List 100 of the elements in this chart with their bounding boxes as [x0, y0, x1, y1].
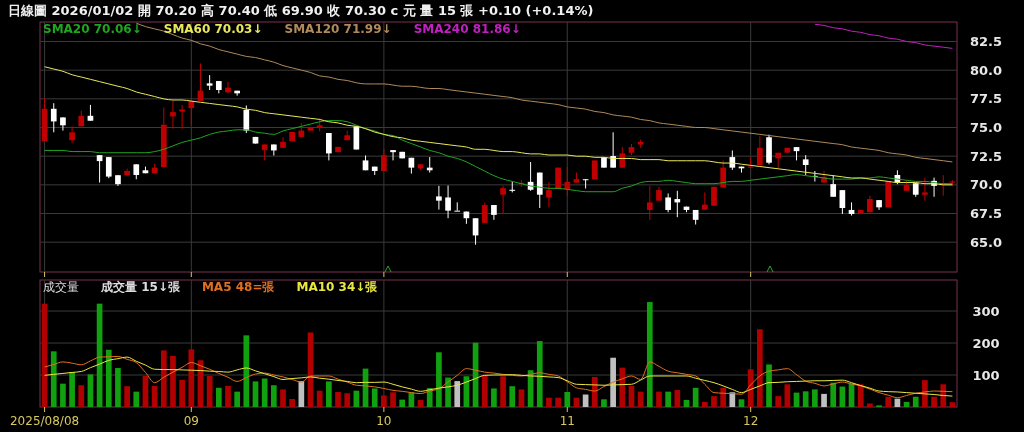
- y-tick-label: 80.0: [969, 62, 1003, 78]
- y-tick-label: 67.5: [969, 206, 1003, 222]
- bar: [518, 389, 525, 407]
- y-tick-label: 70.0: [969, 177, 1003, 193]
- text: SMA60 70.03↓: [163, 22, 263, 36]
- candlestick: [280, 136, 286, 149]
- bar: [289, 399, 296, 407]
- bar: [940, 384, 947, 407]
- bar: [243, 335, 250, 407]
- x-tick-label: 12: [743, 414, 759, 428]
- bar: [454, 381, 461, 407]
- candlestick: [564, 166, 571, 197]
- bar: [60, 383, 66, 407]
- bar: [555, 397, 561, 407]
- series-label: 成交量 15↓張: [100, 280, 181, 294]
- candlestick: [69, 125, 75, 144]
- bar: [720, 387, 727, 407]
- candlestick: [481, 201, 488, 224]
- y-tick-label: 75.0: [969, 120, 1003, 136]
- candlestick: [500, 185, 506, 215]
- bar: [857, 384, 864, 407]
- candlestick: [105, 156, 112, 179]
- bar: [270, 385, 277, 407]
- y-tick-label: 200: [972, 335, 1000, 351]
- bar: [830, 382, 837, 407]
- candlestick: [665, 192, 671, 213]
- bar: [280, 389, 286, 407]
- candlestick: [445, 185, 451, 219]
- bar: [381, 395, 387, 407]
- bar: [326, 381, 332, 407]
- bar: [500, 376, 506, 407]
- bar: [124, 386, 130, 407]
- y-tick-label: 72.5: [969, 148, 1003, 164]
- bar: [133, 391, 140, 407]
- candlestick: [390, 149, 396, 161]
- candlestick: [646, 185, 653, 221]
- text: MA5 48=張: [201, 280, 276, 294]
- bar: [812, 389, 818, 407]
- bar: [949, 402, 956, 407]
- bar: [775, 396, 782, 407]
- bar: [344, 393, 351, 407]
- bar: [509, 386, 516, 407]
- bar: [646, 302, 653, 407]
- candlestick: [225, 81, 231, 94]
- candlestick: [50, 102, 57, 133]
- bar: [316, 390, 323, 407]
- candlestick: [436, 185, 442, 211]
- chart-title: 成交量: [43, 280, 79, 294]
- bar: [564, 391, 571, 407]
- text: SMA240 81.86↓: [413, 22, 521, 36]
- candlestick: [830, 174, 837, 198]
- x-tick-label: 2025/08/08: [10, 414, 80, 428]
- bar: [546, 397, 552, 407]
- candlestick: [454, 201, 461, 212]
- bar: [619, 367, 626, 407]
- line-series: [814, 23, 953, 49]
- candlestick: [610, 131, 616, 169]
- bar: [436, 352, 442, 407]
- bar: [674, 390, 681, 407]
- bar: [179, 379, 185, 407]
- candlestick: [922, 177, 928, 202]
- x-tick-label: 09: [183, 414, 199, 428]
- bar: [729, 392, 736, 407]
- bar: [766, 364, 772, 407]
- candlestick: [381, 149, 387, 172]
- bar: [491, 388, 497, 407]
- bar: [757, 329, 763, 407]
- bar: [885, 396, 892, 407]
- bar: [912, 396, 919, 407]
- bar: [170, 355, 176, 407]
- y-tick-label: 65.0: [969, 234, 1003, 250]
- bar: [105, 349, 112, 407]
- bar: [821, 393, 827, 407]
- y-tick-label: 300: [972, 303, 1000, 319]
- bar: [665, 391, 671, 407]
- bar: [50, 351, 57, 407]
- bar: [335, 391, 341, 407]
- text: SMA20 70.06↓: [43, 22, 142, 36]
- bar: [701, 401, 708, 407]
- bar: [610, 357, 616, 407]
- x-tick-label: 11: [559, 414, 575, 428]
- bar: [711, 396, 717, 407]
- candlestick: [546, 181, 552, 208]
- bar: [802, 391, 809, 407]
- y-tick-label: 82.5: [969, 34, 1003, 50]
- bar: [601, 399, 607, 407]
- candlestick: [326, 132, 332, 161]
- bar: [867, 403, 873, 407]
- bar: [225, 385, 231, 407]
- bar: [261, 378, 268, 407]
- bar: [188, 349, 195, 407]
- x-tick-label: 10: [376, 414, 392, 428]
- y-tick-label: 77.5: [969, 91, 1003, 107]
- bar: [371, 388, 378, 407]
- candlestick: [243, 104, 250, 134]
- chart-title: 日線圖 2026/01/02 開 70.20 高 70.40 低 69.90 收 70.30 c 元 量 15 張 +0.10 (+0.14%): [8, 3, 594, 18]
- bar: [747, 369, 754, 407]
- bar: [931, 396, 937, 407]
- bar: [234, 391, 240, 407]
- text: MA10 34↓張: [296, 280, 379, 294]
